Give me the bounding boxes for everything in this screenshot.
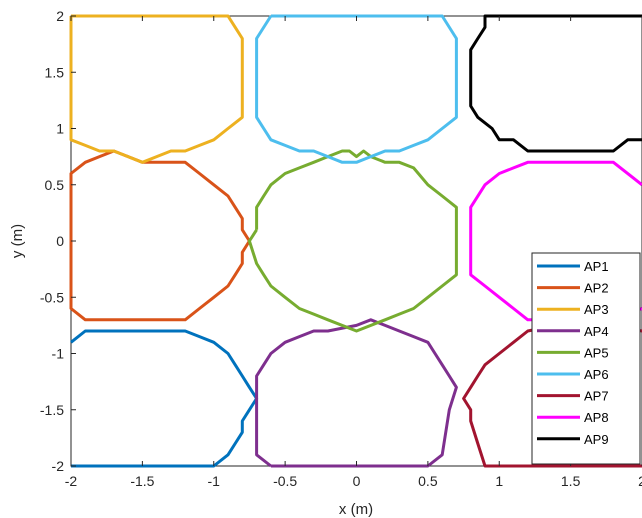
series-line-ap6 [255,14,458,164]
series-line-ap4 [255,318,458,468]
legend-label-ap5: AP5 [584,345,609,360]
y-tick-label: -0.5 [40,289,64,305]
x-tick-label: 1 [495,473,503,489]
legend-label-ap9: AP9 [584,432,609,447]
series-line-ap5 [247,149,458,333]
x-axis-label: x (m) [339,501,373,518]
legend: AP1 AP2 AP3 AP4 AP5 AP6 AP7 AP8 AP9 [531,252,641,465]
legend-label-ap1: AP1 [584,259,609,274]
x-tick-label: -1.5 [130,473,154,489]
legend-label-ap7: AP7 [584,389,609,404]
legend-label-ap2: AP2 [584,281,609,296]
legend-label-ap3: AP3 [584,302,609,317]
x-tick-label: 1.5 [561,473,581,489]
series-line-ap1 [70,329,259,468]
y-tick-label: -2 [52,458,65,474]
series-line-ap3 [69,14,244,164]
y-tick-label: 1.5 [45,64,65,80]
legend-label-ap4: AP4 [584,324,609,339]
y-tick-label: 0 [56,233,64,249]
x-tick-label: -2 [65,473,78,489]
y-tick-label: 2 [56,8,64,24]
y-tick-label: -1 [52,346,65,362]
y-axis-ticks: -2 -1.5 -1 -0.5 0 0.5 1 1.5 2 [40,8,76,474]
x-tick-label: 2 [638,473,642,489]
x-tick-label: 0 [353,473,361,489]
y-axis-label: y (m) [9,224,26,258]
y-tick-label: -1.5 [40,402,64,418]
x-tick-label: -0.5 [273,473,297,489]
legend-label-ap8: AP8 [584,410,609,425]
y-tick-label: 1 [56,121,64,137]
x-tick-label: 0.5 [418,473,438,489]
legend-label-ap6: AP6 [584,367,609,382]
x-tick-label: -1 [208,473,221,489]
series-line-ap9 [469,14,642,153]
x-axis-ticks: -2 -1.5 -1 -0.5 0 0.5 1 1.5 2 [65,16,642,489]
y-tick-label: 0.5 [45,177,65,193]
series-line-ap8 [469,160,642,322]
